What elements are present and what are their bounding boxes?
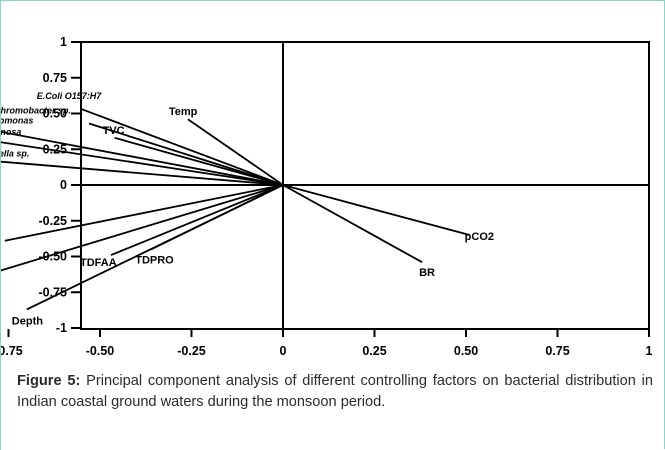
caption-text: Principal component analysis of differen… <box>17 373 653 410</box>
x-tick-label: -0.50 <box>86 344 115 358</box>
vector-label: E.Coli O157:H7 <box>37 91 103 101</box>
loading-vector <box>4 184 284 242</box>
loading-vector <box>187 118 284 186</box>
vector-label: TDFAA <box>80 257 117 269</box>
vector-label: pCO2 <box>465 231 494 243</box>
loading-vector <box>81 108 284 186</box>
y-tick-label: -0.75 <box>39 285 68 299</box>
y-tick-label: 0.75 <box>43 71 67 85</box>
x-tick-label: -0.75 <box>1 344 23 358</box>
loading-vector <box>1 141 284 186</box>
x-tick-label: 0 <box>280 344 287 358</box>
loading-vector <box>110 184 284 256</box>
loading-vector <box>114 136 284 186</box>
y-tick-label: 0.50 <box>43 107 67 121</box>
loading-vector <box>26 184 284 311</box>
x-tick-label: -0.25 <box>177 344 206 358</box>
vector-label: TDPRO <box>135 254 174 266</box>
x-tick-label: 0.75 <box>545 344 569 358</box>
loading-vector <box>88 122 284 186</box>
loading-vector <box>1 160 284 186</box>
loading-vector <box>282 184 423 264</box>
x-tick-label: 1 <box>646 344 653 358</box>
y-tick-label: 0 <box>60 178 67 192</box>
caption-lead: Figure 5: <box>17 373 81 389</box>
vector-label: Depth <box>12 315 43 327</box>
x-tick-label: 0.25 <box>362 344 386 358</box>
vector-label: Temp <box>169 106 198 118</box>
vector-label: TVC <box>103 125 125 137</box>
caption-rule <box>0 365 1 450</box>
vector-label: Aeruginosa <box>1 127 21 137</box>
pca-biplot: 1 0.75 0.50 0.25 0 -0.25 -0.50 -0.75 -1 -0.75 -0.… <box>1 35 653 358</box>
loading-vector <box>1 184 284 272</box>
x-tick-label: 0.50 <box>454 344 478 358</box>
vector-label: Klebsiella sp. <box>1 148 29 158</box>
loading-vector <box>282 184 470 236</box>
vector-label: Achromobacter sp. <box>1 106 71 116</box>
vector-label: BR <box>419 267 435 279</box>
y-tick-label: 1 <box>60 35 67 49</box>
y-tick-label: -1 <box>56 321 67 335</box>
y-tick-label: -0.25 <box>39 214 68 228</box>
figure-caption: Figure 5: Principal component analysis o… <box>17 371 653 413</box>
y-tick-label: 0.25 <box>43 142 67 156</box>
loading-vector <box>1 130 284 186</box>
vector-label: Pseudomonas <box>1 115 33 125</box>
